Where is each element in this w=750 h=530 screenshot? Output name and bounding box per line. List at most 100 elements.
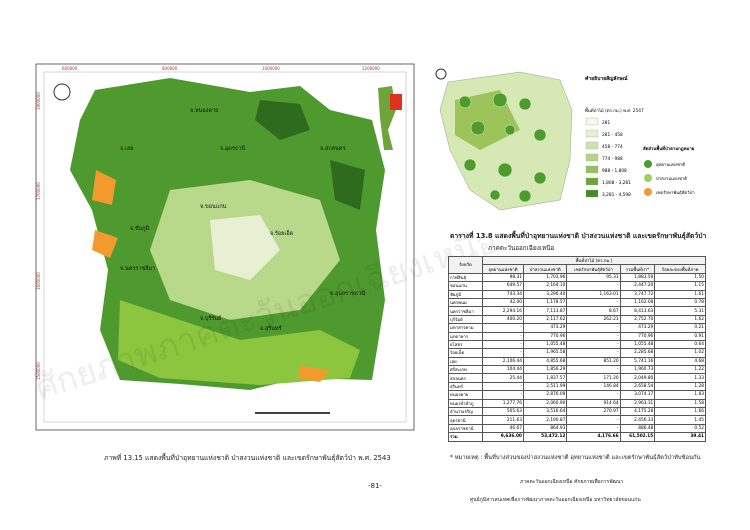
table-cell: 2,190.87 — [522, 415, 568, 425]
table-cell: อุบลราชธานี — [448, 423, 483, 434]
table-cell: ชัยภูมิ — [448, 289, 483, 299]
table-cell: 211.63 — [481, 415, 524, 425]
table-cell: ป่าสงวนแห่งชาติ — [522, 264, 568, 274]
place-label: จ.ชัยภูมิ — [130, 225, 150, 232]
table-cell: - — [566, 415, 621, 425]
pie-legend-swatch — [644, 188, 652, 196]
table-cell: 1.22 — [654, 365, 706, 375]
table-cell: 770.96 — [619, 331, 656, 341]
table-cell: 46.67 — [481, 423, 524, 434]
table-cell: 2,049.80 — [619, 373, 656, 383]
table-cell: - — [566, 365, 621, 375]
header-row: จังหวัด พื้นที่ป่าไม้ (ตร.กม.) — [448, 255, 707, 274]
place-label: จ.นครราชสีมา — [120, 265, 155, 272]
table-cell: 0.78 — [654, 297, 706, 308]
table-cell: 1.45 — [654, 415, 706, 425]
legend-swatch — [585, 189, 599, 198]
table-cell: 770.96 — [522, 331, 568, 341]
place-label: จ.อุดรธานี — [220, 145, 245, 152]
pie-legend-title: สัดส่วนพื้นที่ป่าตามกฎหมาย — [643, 144, 695, 152]
table-cell: 1,856.29 — [522, 365, 568, 375]
table-cell: 4.68 — [654, 356, 706, 367]
legend-range: 1,808 - 3,281 — [602, 180, 631, 186]
table-cell: มุกดาหาร — [448, 331, 483, 341]
table-cell: กาฬสินธุ์ — [448, 272, 483, 283]
table-cell: 1,703.96 — [522, 272, 568, 283]
table-cell: 104.44 — [481, 365, 524, 375]
table-row: อำนาจเจริญ 505.63 3,516.64 270.97 4,175.28 1.… — [448, 407, 706, 417]
table-row: ขอนแก่น 649.57 2,164.10-2,447.20 1.15 — [448, 281, 706, 291]
table-cell: หนองบัวลำภู — [448, 398, 483, 409]
table-cell: 886.48 — [619, 423, 656, 434]
table-row: ศรีสะเกษ 104.44 1,856.29-1,960.73 1.22 — [448, 365, 706, 375]
table-cell: 1,883.59 — [619, 272, 656, 283]
table-cell: 1,965.58 — [522, 348, 568, 358]
table-cell: 3,296.40 — [522, 289, 568, 299]
table-cell: 5.31 — [654, 306, 706, 316]
table-cell: ร้อยละของพื้นที่ภาค — [654, 264, 706, 274]
lowland-core — [210, 215, 280, 280]
table-cell: - — [481, 339, 524, 350]
pie-legend-item: เขตรักษาพันธุ์สัตว์ป่า — [656, 190, 695, 196]
table-cell: 9,636.00 — [481, 432, 524, 442]
table-cell: เลย — [448, 356, 483, 367]
south-belt — [118, 300, 360, 385]
table-cell: - — [481, 381, 524, 392]
place-label: จ.ขอนแก่น — [200, 204, 227, 210]
table-cell: 4,175.28 — [619, 407, 656, 417]
legend-range: 281 - 458 — [602, 132, 623, 138]
coord-label: 600000 — [62, 66, 78, 71]
table-cell: 2,456.33 — [619, 415, 656, 425]
table-cell: 2,876.09 — [522, 390, 568, 400]
table-cell: 400.20 — [481, 314, 524, 325]
coord-label: 800000 — [162, 66, 178, 71]
inset-region — [439, 71, 573, 211]
table-cell: 2,658.54 — [619, 381, 656, 392]
legend-range: 774 - 988 — [602, 156, 623, 162]
table-cell: - — [566, 339, 621, 350]
table-cell: ร้อยเอ็ด — [448, 348, 483, 358]
pie-legend-swatch — [644, 174, 652, 182]
table-row: สกลนคร 25.44 1,837.57 171.20 2,049.80 1.33 — [448, 373, 706, 383]
table-cell: 743.34 — [481, 289, 524, 299]
table-cell: 2,511.99 — [522, 381, 568, 392]
table-cell: 8.67 — [566, 306, 621, 316]
table-cell: - — [481, 348, 524, 358]
table-cell: - — [566, 297, 621, 308]
legend-range: 281 — [602, 120, 610, 126]
table-cell: 0.21 — [654, 323, 706, 333]
table-cell: 505.63 — [481, 407, 524, 417]
table-row: สุรินทร์ -2,511.99 146.84 2,658.54 1.28 — [448, 381, 706, 392]
table-cell: 0.91 — [654, 331, 706, 341]
coord-label: 1700000 — [36, 182, 41, 200]
legend-range: 988 - 1,808 — [602, 168, 627, 174]
pie-legend-item: อุทยานแห่งชาติ — [656, 162, 685, 168]
table-row: นครราชสีมา 2,294.16 7,113.87 8.67 8,413.63 5.… — [448, 306, 706, 316]
legend-swatch — [585, 129, 599, 138]
table-cell: 1.62 — [654, 314, 706, 325]
table-cell: 2,294.16 — [481, 306, 524, 316]
table-cell: - — [566, 390, 621, 400]
table-cell: 473.29 — [619, 323, 656, 333]
table-cell: 25.44 — [481, 373, 524, 383]
table-row: หนองบัวลำภู 1,277.76 2,060.90 914.64 2,963.3… — [448, 398, 706, 409]
table-cell: ยโสธร — [448, 339, 483, 350]
table-cell: 1,055.48 — [619, 339, 656, 350]
table-cell: 8,413.63 — [619, 306, 656, 316]
table-row: ยโสธร -1,055.48-1,055.48 0.64 — [448, 339, 706, 350]
place-label: จ.บุรีรัมย์ — [200, 315, 221, 322]
table-cell: 2,963.31 — [619, 398, 656, 409]
table-row: มหาสารคาม -473.29-473.29 0.21 — [448, 323, 706, 333]
legend-swatch — [585, 117, 599, 126]
table-cell: 2,447.20 — [619, 281, 656, 291]
table-cell: 649.57 — [481, 281, 524, 291]
table-cell: รวม — [448, 432, 483, 442]
coord-label: 1000000 — [262, 66, 280, 71]
table-cell: บุรีรัมย์ — [448, 314, 483, 325]
table-cell: 2,117.62 — [522, 314, 568, 325]
table-row: เลย 2,106.44 4,855.68 851.20 5,741.16 4.68 — [448, 356, 706, 367]
table-cell: 1.15 — [654, 281, 706, 291]
table-cell: นครราชสีมา — [448, 306, 483, 316]
table-cell: 95.31 — [566, 272, 621, 283]
table-cell: หนองคาย — [448, 390, 483, 400]
